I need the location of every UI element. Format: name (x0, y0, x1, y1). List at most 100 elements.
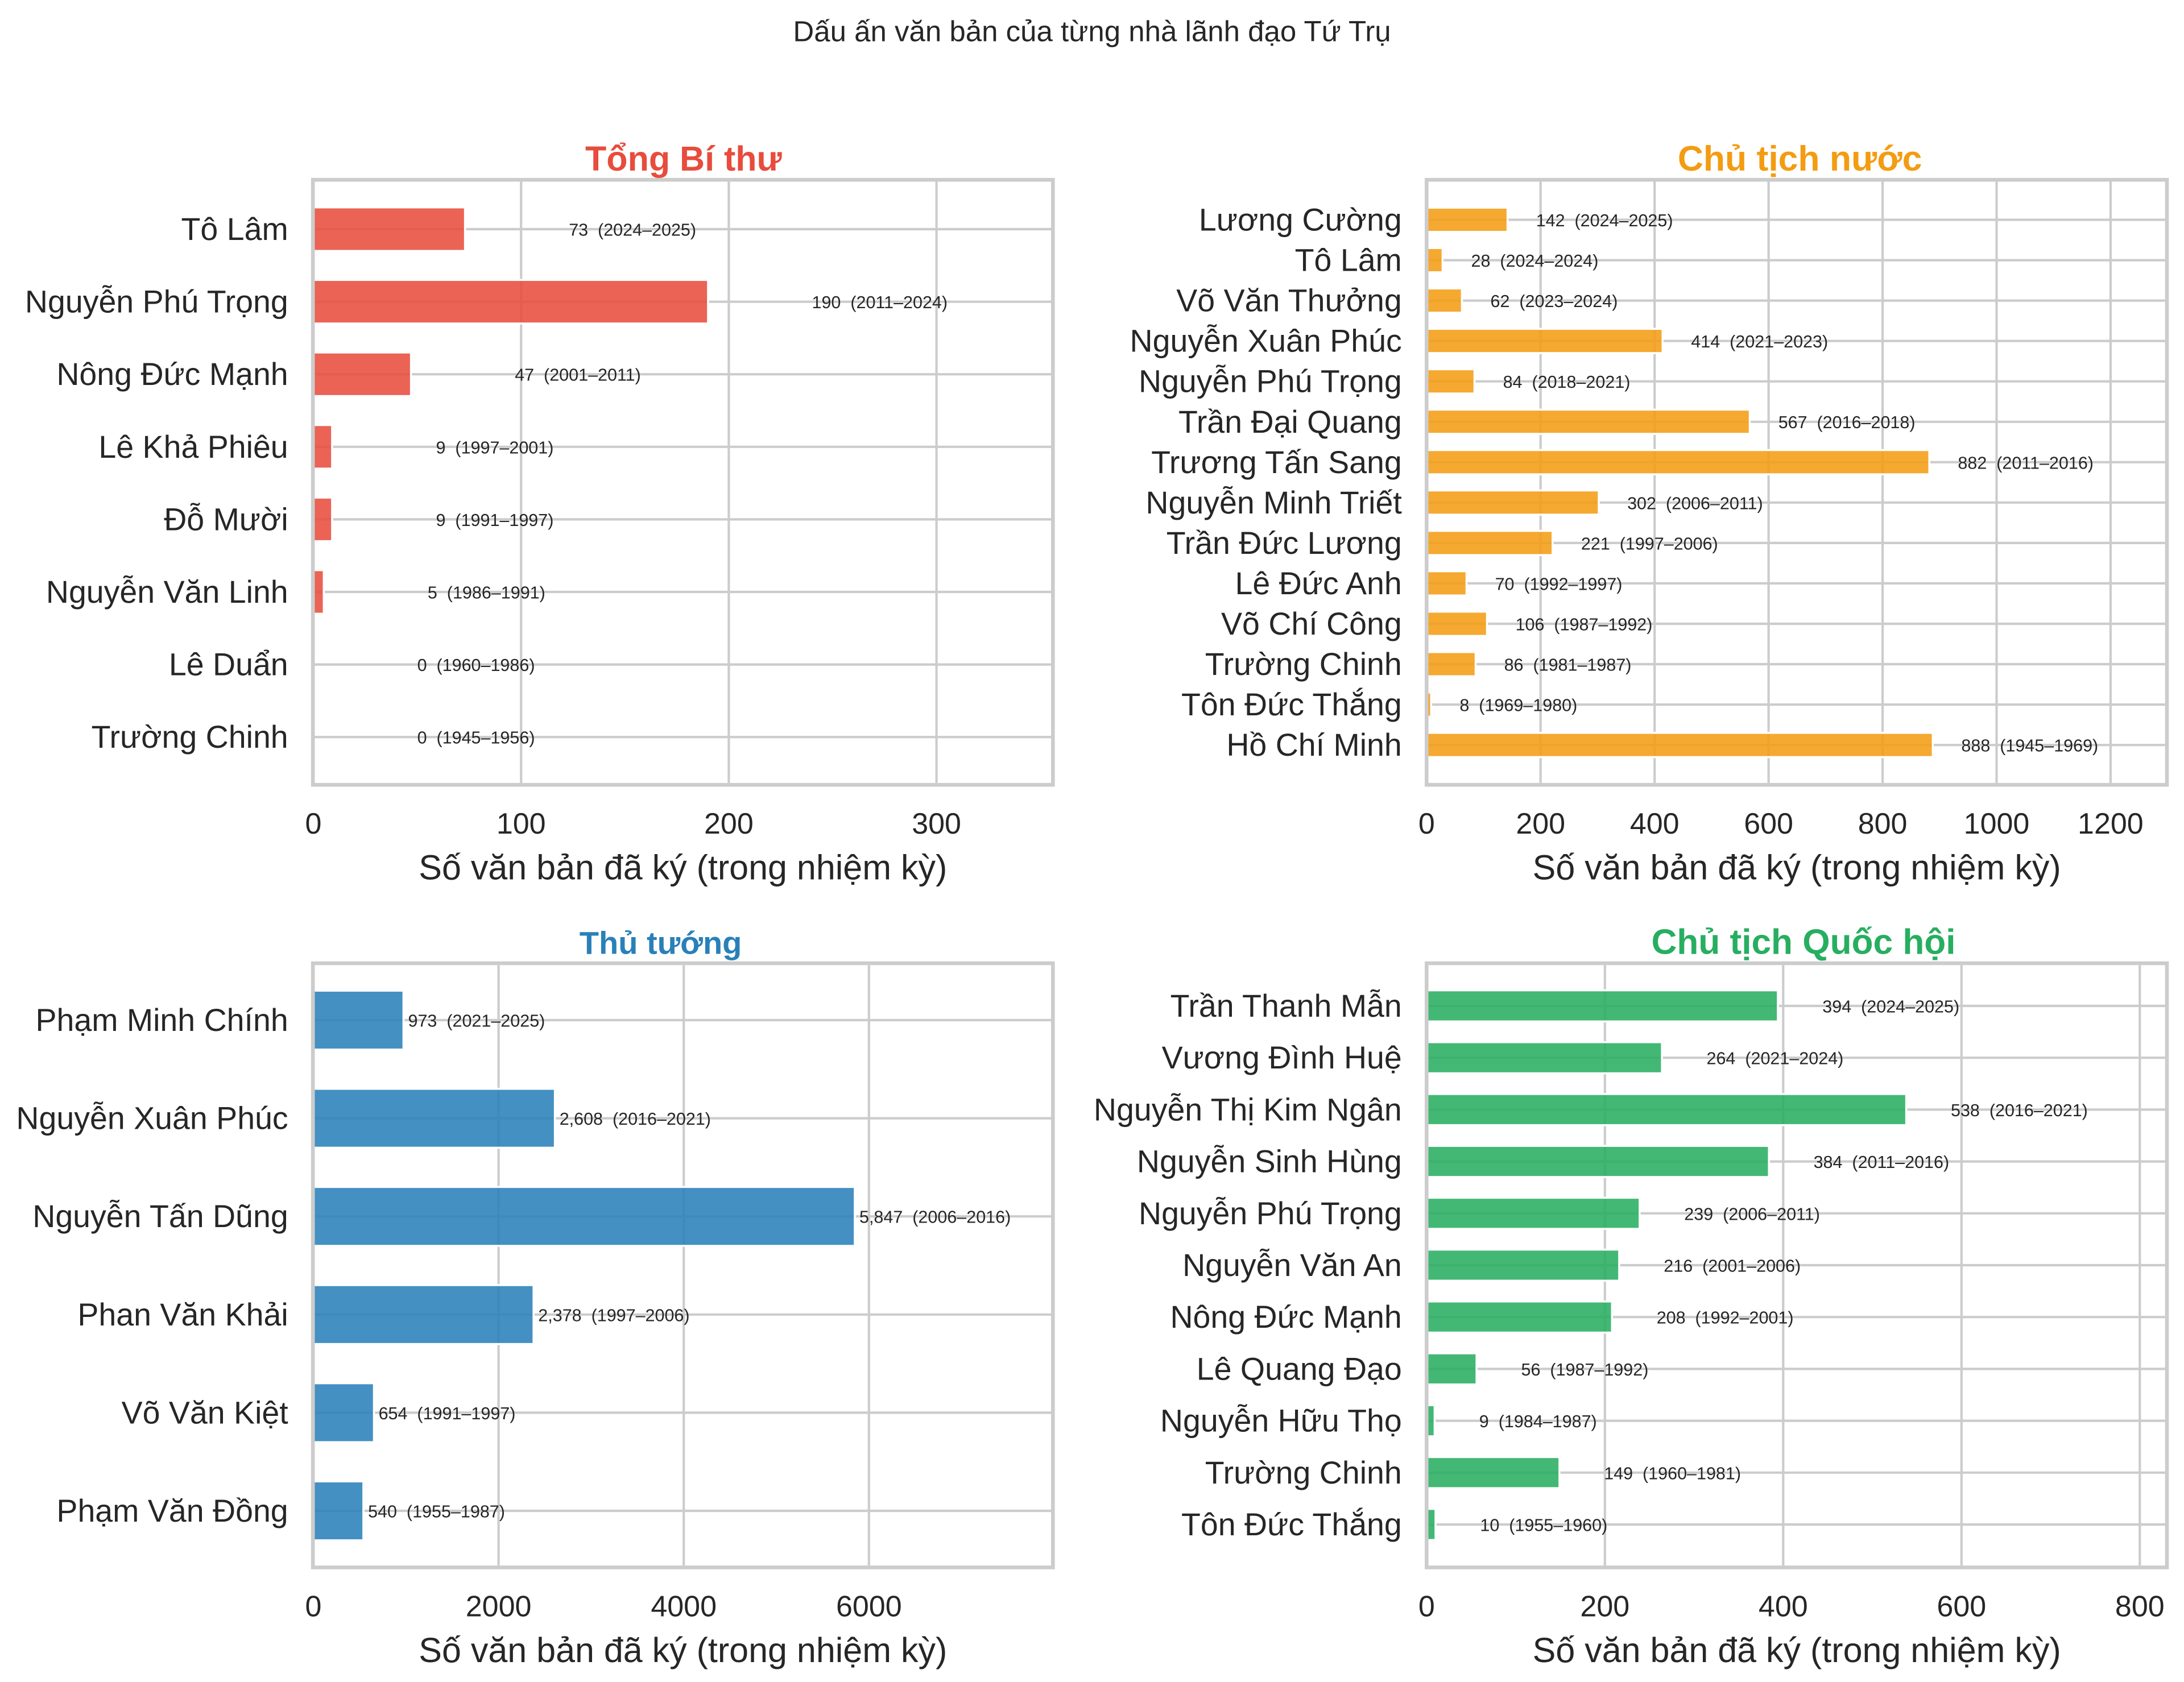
svg-text:200: 200 (1580, 1590, 1629, 1623)
svg-text:Số văn bản đã ký (trong nhiệm: Số văn bản đã ký (trong nhiệm kỳ) (1533, 848, 2061, 887)
svg-text:Tô Lâm: Tô Lâm (1295, 243, 1402, 278)
svg-text:Lê Khả Phiêu: Lê Khả Phiêu (98, 429, 288, 465)
svg-text:300: 300 (912, 807, 961, 840)
svg-text:84 (2018–2021): 84 (2018–2021) (1503, 372, 1631, 392)
svg-text:70 (1992–1997): 70 (1992–1997) (1495, 574, 1623, 594)
svg-text:73 (2024–2025): 73 (2024–2025) (569, 221, 696, 240)
svg-text:2,378 (1997–2006): 2,378 (1997–2006) (538, 1306, 689, 1325)
svg-text:Trần Đức Lương: Trần Đức Lương (1167, 525, 1402, 561)
svg-text:0: 0 (305, 1590, 322, 1623)
svg-text:208 (1992–2001): 208 (1992–2001) (1657, 1308, 1794, 1328)
svg-text:142 (2024–2025): 142 (2024–2025) (1536, 211, 1673, 230)
svg-text:Nông Đức Mạnh: Nông Đức Mạnh (56, 357, 288, 392)
svg-text:Trường Chinh: Trường Chinh (92, 719, 288, 755)
svg-text:28 (2024–2024): 28 (2024–2024) (1471, 251, 1599, 271)
svg-text:Trần Đại Quang: Trần Đại Quang (1178, 404, 1402, 440)
svg-text:0: 0 (305, 807, 322, 840)
svg-text:Đỗ Mười: Đỗ Mười (164, 502, 288, 537)
svg-text:200: 200 (704, 807, 754, 840)
svg-text:302 (2006–2011): 302 (2006–2011) (1627, 494, 1763, 513)
svg-text:882 (2011–2016): 882 (2011–2016) (1958, 453, 2094, 473)
svg-text:Võ Văn Thưởng: Võ Văn Thưởng (1176, 283, 1402, 318)
svg-text:400: 400 (1759, 1590, 1808, 1623)
svg-text:0: 0 (1418, 1590, 1435, 1623)
svg-text:400: 400 (1630, 807, 1680, 840)
svg-text:Vương Đình Huệ: Vương Đình Huệ (1162, 1040, 1402, 1075)
svg-text:Nguyễn Xuân Phúc: Nguyễn Xuân Phúc (1130, 324, 1402, 359)
svg-text:600: 600 (1937, 1590, 1986, 1623)
svg-text:Lê Duẩn: Lê Duẩn (169, 647, 288, 682)
svg-text:47 (2001–2011): 47 (2001–2011) (515, 366, 641, 385)
svg-text:Võ Chí Công: Võ Chí Công (1221, 606, 1402, 641)
svg-text:384 (2011–2016): 384 (2011–2016) (1814, 1153, 1950, 1172)
svg-text:239 (2006–2011): 239 (2006–2011) (1684, 1204, 1820, 1224)
svg-text:4000: 4000 (651, 1590, 717, 1623)
svg-text:1000: 1000 (1964, 807, 2030, 840)
svg-text:Dấu ấn văn bản của từng nhà lã: Dấu ấn văn bản của từng nhà lãnh đạo Tứ … (793, 15, 1391, 48)
svg-text:10 (1955–1960): 10 (1955–1960) (1480, 1516, 1607, 1535)
svg-text:Nguyễn Văn An: Nguyễn Văn An (1182, 1248, 1402, 1283)
svg-text:221 (1997–2006): 221 (1997–2006) (1581, 534, 1718, 553)
svg-text:Nguyễn Văn Linh: Nguyễn Văn Linh (46, 574, 288, 610)
svg-text:Chủ tịch Quốc hội: Chủ tịch Quốc hội (1651, 923, 1955, 962)
svg-text:Tô Lâm: Tô Lâm (181, 212, 288, 247)
svg-text:Võ Văn Kiệt: Võ Văn Kiệt (122, 1395, 289, 1430)
svg-text:5,847 (2006–2016): 5,847 (2006–2016) (859, 1208, 1011, 1227)
svg-text:800: 800 (2115, 1590, 2165, 1623)
svg-text:414 (2021–2023): 414 (2021–2023) (1691, 332, 1828, 351)
svg-text:888 (1945–1969): 888 (1945–1969) (1961, 736, 2098, 756)
svg-text:Chủ tịch nước: Chủ tịch nước (1678, 139, 1922, 179)
svg-text:540 (1955–1987): 540 (1955–1987) (368, 1502, 505, 1522)
svg-text:2000: 2000 (466, 1590, 532, 1623)
svg-text:Trần Thanh Mẫn: Trần Thanh Mẫn (1170, 988, 1402, 1024)
svg-text:9 (1991–1997): 9 (1991–1997) (436, 511, 554, 530)
svg-text:Trương Tấn Sang: Trương Tấn Sang (1151, 445, 1402, 480)
svg-text:Trường Chinh: Trường Chinh (1205, 647, 1402, 682)
svg-text:9 (1997–2001): 9 (1997–2001) (436, 438, 554, 457)
svg-text:216 (2001–2006): 216 (2001–2006) (1664, 1257, 1801, 1276)
svg-text:149 (1960–1981): 149 (1960–1981) (1604, 1464, 1741, 1483)
svg-text:800: 800 (1858, 807, 1908, 840)
svg-text:Lê Quang Đạo: Lê Quang Đạo (1197, 1351, 1402, 1386)
svg-text:Phạm Minh Chính: Phạm Minh Chính (35, 1002, 288, 1038)
svg-text:Nguyễn Thị Kim Ngân: Nguyễn Thị Kim Ngân (1094, 1092, 1402, 1127)
svg-text:Số văn bản đã ký (trong nhiệm: Số văn bản đã ký (trong nhiệm kỳ) (419, 848, 947, 887)
svg-text:Tôn Đức Thắng: Tôn Đức Thắng (1181, 1507, 1402, 1542)
svg-text:Nguyễn Tấn Dũng: Nguyễn Tấn Dũng (32, 1199, 288, 1234)
svg-text:Thủ tướng: Thủ tướng (580, 925, 742, 961)
svg-text:394 (2024–2025): 394 (2024–2025) (1822, 997, 1959, 1017)
svg-text:200: 200 (1516, 807, 1565, 840)
svg-text:62 (2023–2024): 62 (2023–2024) (1491, 292, 1618, 311)
svg-text:0 (1945–1956): 0 (1945–1956) (417, 728, 535, 748)
svg-text:86 (1981–1987): 86 (1981–1987) (1504, 656, 1632, 675)
svg-text:Nông Đức Mạnh: Nông Đức Mạnh (1170, 1299, 1401, 1335)
svg-text:5 (1986–1991): 5 (1986–1991) (428, 583, 545, 603)
svg-text:538 (2016–2021): 538 (2016–2021) (1951, 1101, 2088, 1120)
svg-text:106 (1987–1992): 106 (1987–1992) (1516, 615, 1653, 635)
svg-text:9 (1984–1987): 9 (1984–1987) (1479, 1412, 1597, 1431)
svg-text:Trường Chinh: Trường Chinh (1205, 1455, 1402, 1490)
svg-text:Số văn bản đã ký (trong nhiệm: Số văn bản đã ký (trong nhiệm kỳ) (1533, 1631, 2061, 1669)
svg-text:Nguyễn Phú Trọng: Nguyễn Phú Trọng (25, 284, 288, 320)
svg-text:Nguyễn Phú Trọng: Nguyễn Phú Trọng (1139, 364, 1402, 399)
svg-text:Phan Văn Khải: Phan Văn Khải (77, 1297, 288, 1332)
svg-text:Lương Cường: Lương Cường (1199, 202, 1402, 238)
svg-text:2,608 (2016–2021): 2,608 (2016–2021) (560, 1109, 711, 1129)
svg-text:Hồ Chí Minh: Hồ Chí Minh (1226, 727, 1401, 763)
svg-text:Tổng Bí thư: Tổng Bí thư (585, 139, 783, 178)
svg-text:Nguyễn Xuân Phúc: Nguyễn Xuân Phúc (16, 1101, 288, 1136)
svg-text:600: 600 (1744, 807, 1793, 840)
svg-text:Số văn bản đã ký (trong nhiệm: Số văn bản đã ký (trong nhiệm kỳ) (419, 1631, 947, 1669)
svg-text:100: 100 (497, 807, 546, 840)
svg-text:56 (1987–1992): 56 (1987–1992) (1521, 1360, 1649, 1379)
svg-text:264 (2021–2024): 264 (2021–2024) (1707, 1049, 1844, 1068)
svg-text:8 (1969–1980): 8 (1969–1980) (1459, 696, 1577, 715)
svg-text:Phạm Văn Đồng: Phạm Văn Đồng (56, 1493, 288, 1528)
svg-text:6000: 6000 (836, 1590, 902, 1623)
svg-text:Nguyễn Minh Triết: Nguyễn Minh Triết (1145, 485, 1402, 520)
svg-text:Nguyễn Sinh Hùng: Nguyễn Sinh Hùng (1137, 1144, 1402, 1179)
svg-text:Tôn Đức Thắng: Tôn Đức Thắng (1181, 687, 1402, 722)
svg-text:0 (1960–1986): 0 (1960–1986) (417, 656, 535, 675)
svg-text:0: 0 (1418, 807, 1435, 840)
svg-text:Nguyễn Hữu Thọ: Nguyễn Hữu Thọ (1160, 1403, 1402, 1439)
